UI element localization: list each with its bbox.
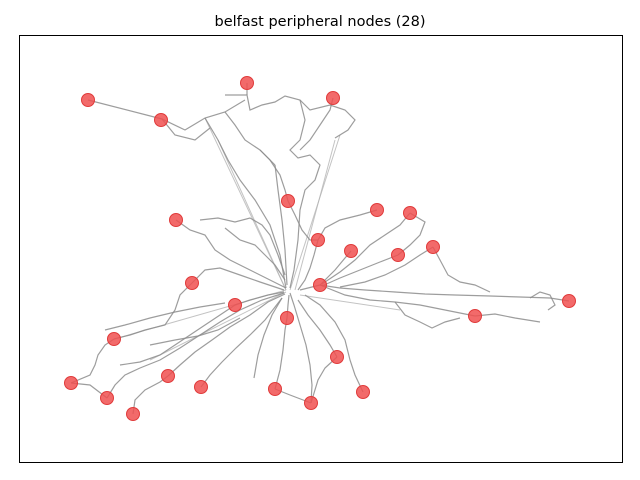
peripheral-node bbox=[370, 203, 384, 217]
peripheral-node bbox=[228, 298, 242, 312]
peripheral-node bbox=[169, 213, 183, 227]
peripheral-node bbox=[161, 369, 175, 383]
peripheral-node bbox=[107, 332, 121, 346]
peripheral-node bbox=[185, 276, 199, 290]
peripheral-node bbox=[426, 240, 440, 254]
peripheral-node bbox=[154, 113, 168, 127]
peripheral-node bbox=[403, 206, 417, 220]
peripheral-node bbox=[280, 311, 294, 325]
peripheral-node bbox=[281, 194, 295, 208]
peripheral-nodes bbox=[64, 76, 576, 421]
peripheral-node bbox=[81, 93, 95, 107]
peripheral-node bbox=[304, 396, 318, 410]
peripheral-node bbox=[268, 382, 282, 396]
peripheral-node bbox=[64, 376, 78, 390]
road-edges bbox=[70, 83, 570, 415]
figure-title: belfast peripheral nodes (28) bbox=[214, 14, 425, 30]
peripheral-node bbox=[356, 385, 370, 399]
peripheral-node bbox=[194, 380, 208, 394]
peripheral-node bbox=[326, 91, 340, 105]
peripheral-node bbox=[562, 294, 576, 308]
peripheral-node bbox=[100, 391, 114, 405]
peripheral-node bbox=[311, 233, 325, 247]
peripheral-node bbox=[468, 309, 482, 323]
peripheral-node bbox=[330, 350, 344, 364]
peripheral-node bbox=[344, 244, 358, 258]
peripheral-node bbox=[391, 248, 405, 262]
plot-frame bbox=[19, 35, 623, 463]
peripheral-node bbox=[240, 76, 254, 90]
peripheral-node bbox=[313, 278, 327, 292]
peripheral-node bbox=[126, 407, 140, 421]
